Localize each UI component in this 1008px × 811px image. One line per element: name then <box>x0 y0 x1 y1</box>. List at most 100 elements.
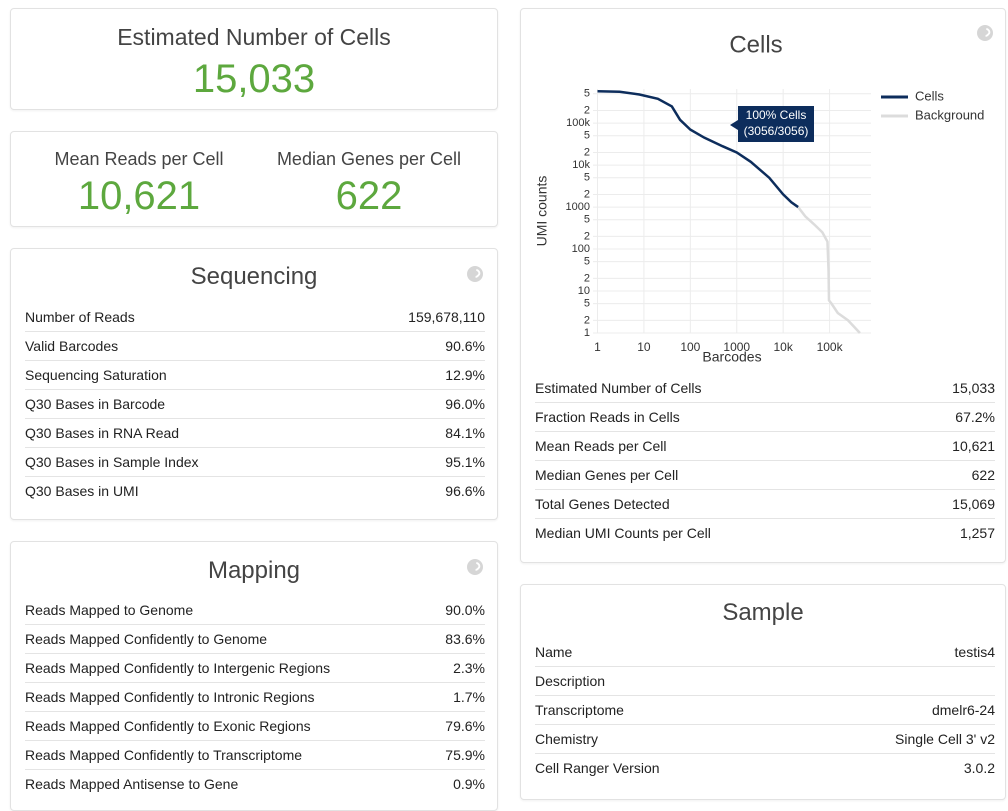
row-value: 1.7% <box>453 689 485 705</box>
row-value: 0.9% <box>453 776 485 792</box>
row-value: 83.6% <box>445 631 485 647</box>
row-label: Cell Ranger Version <box>535 760 660 776</box>
row-value: dmelr6-24 <box>931 702 995 718</box>
row-label: Mean Reads per Cell <box>535 438 667 454</box>
section-title: Sequencing <box>190 263 318 290</box>
y-tick-label: 2 <box>584 230 590 242</box>
row-label: Name <box>535 644 573 660</box>
y-tick-label: 5 <box>584 256 590 268</box>
row-label: Q30 Bases in Barcode <box>25 396 166 412</box>
row-value: 3.0.2 <box>963 760 995 776</box>
row-label: Total Genes Detected <box>535 496 670 512</box>
help-icon[interactable] <box>977 25 993 41</box>
table-row: Median UMI Counts per Cell 1,257 <box>535 519 995 548</box>
row-value: 95.1% <box>445 454 485 470</box>
metric-label: Median Genes per Cell <box>276 149 462 169</box>
row-value: 12.9% <box>445 367 485 383</box>
y-tick-label: 2 <box>584 314 590 326</box>
row-label: Fraction Reads in Cells <box>535 409 680 425</box>
table-row: Reads Mapped Confidently to Exonic Regio… <box>25 712 485 741</box>
y-tick-label: 2 <box>584 272 590 284</box>
table-row: Reads Mapped Confidently to Transcriptom… <box>25 741 485 770</box>
legend-label: Cells <box>915 88 944 103</box>
row-label: Q30 Bases in UMI <box>25 483 139 499</box>
row-label: Sequencing Saturation <box>25 367 167 383</box>
y-axis-title: UMI counts <box>534 176 550 247</box>
row-label: Reads Mapped Confidently to Exonic Regio… <box>25 718 311 734</box>
row-value: 15,033 <box>952 380 995 396</box>
y-tick-label: 5 <box>584 88 590 100</box>
row-label: Median UMI Counts per Cell <box>535 525 711 541</box>
mapping-panel: Mapping Reads Mapped to Genome 90.0% Reads … <box>10 541 498 811</box>
y-tick-label: 1000 <box>566 201 590 213</box>
tooltip-box <box>730 106 814 142</box>
row-label: Reads Mapped Confidently to Transcriptom… <box>25 747 303 763</box>
row-value: 10,621 <box>952 438 995 454</box>
section-title: Sample <box>722 599 804 626</box>
sample-panel: Sample Name testis4 Description Transcriptom… <box>520 584 1006 800</box>
cells-card: Estimated Number of Cells 15,033 <box>10 8 498 110</box>
row-label: Reads Mapped Confidently to Intronic Reg… <box>25 689 315 705</box>
row-value: Single Cell 3' v2 <box>895 731 995 747</box>
row-label: Q30 Bases in Sample Index <box>25 454 199 470</box>
row-value: 159,678,110 <box>408 309 485 325</box>
row-label: Q30 Bases in RNA Read <box>25 425 180 441</box>
row-value: 79.6% <box>445 718 485 734</box>
tooltip-text: 100% Cells <box>746 108 807 122</box>
legend-label: Background <box>915 107 984 122</box>
row-value: testis4 <box>954 644 995 660</box>
row-value: 75.9% <box>445 747 485 763</box>
x-tick-label: 100 <box>680 340 700 354</box>
x-tick-label: 100k <box>817 340 844 354</box>
row-label: Number of Reads <box>25 309 135 325</box>
series-line <box>797 206 861 334</box>
table-row: Estimated Number of Cells 15,033 <box>535 374 995 403</box>
x-axis-title: Barcodes <box>702 349 761 365</box>
x-tick-label: 1000 <box>723 340 750 354</box>
metric-value: 15,033 <box>192 57 316 101</box>
y-tick-label: 2 <box>584 188 590 200</box>
sequencing-panel: Sequencing Number of Reads 159,678,110 Vali… <box>10 248 498 520</box>
table-row: Chemistry Single Cell 3' v2 <box>535 725 995 754</box>
table-row: Valid Barcodes 90.6% <box>25 332 485 361</box>
row-value: 2.3% <box>453 660 485 676</box>
table-row: Mean Reads per Cell 10,621 <box>535 432 995 461</box>
row-value: 84.1% <box>445 425 485 441</box>
series-line <box>597 89 799 209</box>
x-tick-label: 1 <box>594 340 601 354</box>
table-row: Reads Mapped Confidently to Intronic Reg… <box>25 683 485 712</box>
y-tick-label: 100 <box>572 243 590 255</box>
table-row: Name testis4 <box>535 638 995 667</box>
row-label: Valid Barcodes <box>25 338 119 354</box>
table-row: Q30 Bases in RNA Read 84.1% <box>25 419 485 448</box>
table-row: Reads Mapped Confidently to Genome 83.6% <box>25 625 485 654</box>
row-label: Estimated Number of Cells <box>535 380 702 396</box>
section-title: Mapping <box>207 557 301 584</box>
table-row: Sequencing Saturation 12.9% <box>25 361 485 390</box>
help-icon[interactable] <box>467 266 483 282</box>
table-row: Median Genes per Cell 622 <box>535 461 995 490</box>
y-tick-label: 100k <box>566 117 590 129</box>
y-tick-label: 5 <box>584 298 590 310</box>
row-value: 15,069 <box>952 496 995 512</box>
help-icon[interactable] <box>467 559 483 575</box>
row-label: Description <box>535 673 606 689</box>
row-value: 1,257 <box>959 525 995 541</box>
table-row: Reads Mapped Confidently to Intergenic R… <box>25 654 485 683</box>
x-tick-label: 10 <box>637 340 651 354</box>
y-tick-label: 10 <box>578 285 590 297</box>
row-value: 90.0% <box>445 602 485 618</box>
row-label: Chemistry <box>535 731 599 747</box>
y-tick-label: 2 <box>584 104 590 116</box>
row-label: Median Genes per Cell <box>535 467 679 483</box>
row-value: 67.2% <box>955 409 995 425</box>
table-row: Cell Ranger Version 3.0.2 <box>535 754 995 783</box>
row-label: Reads Mapped Antisense to Gene <box>25 776 239 792</box>
table-row: Description <box>535 667 995 696</box>
row-value: 96.6% <box>445 483 485 499</box>
tooltip-text: (3056/3056) <box>744 124 809 138</box>
row-value: 96.0% <box>445 396 485 412</box>
table-row: Q30 Bases in Sample Index 95.1% <box>25 448 485 477</box>
y-tick-label: 2 <box>584 146 590 158</box>
